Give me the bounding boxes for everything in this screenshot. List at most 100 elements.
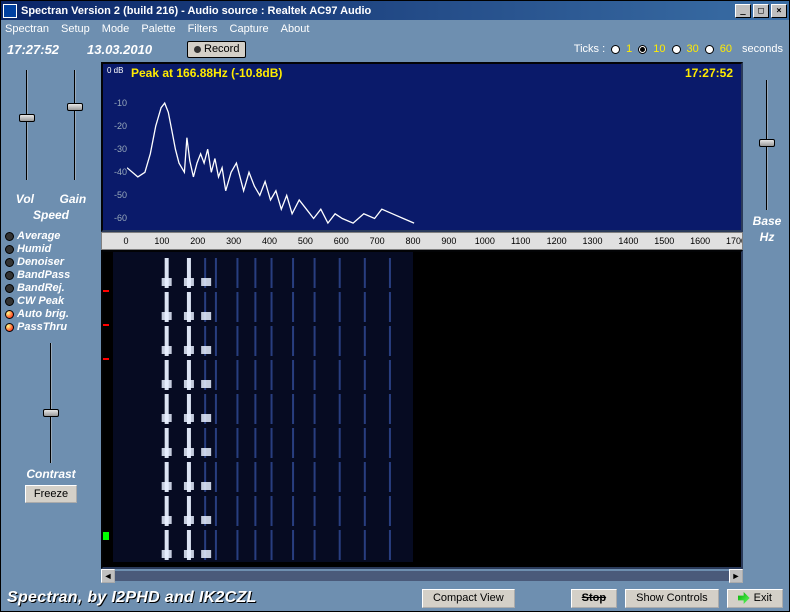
y-tick: -50 xyxy=(105,190,127,200)
menu-capture[interactable]: Capture xyxy=(230,23,269,35)
frequency-axis: 0100200300400500600700800900100011001200… xyxy=(101,232,743,250)
main-area: Vol Gain Speed AverageHumidDenoiserBandP… xyxy=(1,60,789,585)
tick-value: 30 xyxy=(687,43,699,55)
gain-label: Gain xyxy=(60,192,87,206)
option-led xyxy=(5,323,14,332)
titlebar: Spectran Version 2 (build 216) - Audio s… xyxy=(1,1,789,20)
option-label: PassThru xyxy=(17,321,67,333)
vol-slider[interactable] xyxy=(19,70,35,180)
tick-radio-1[interactable] xyxy=(611,45,620,54)
scroll-right-button[interactable]: ► xyxy=(729,569,743,583)
option-label: BandRej. xyxy=(17,282,65,294)
contrast-slider[interactable] xyxy=(43,343,59,463)
x-tick: 900 xyxy=(441,236,456,246)
gain-slider[interactable] xyxy=(67,70,83,180)
left-panel: Vol Gain Speed AverageHumidDenoiserBandP… xyxy=(1,60,101,585)
x-tick: 1200 xyxy=(547,236,567,246)
waterfall-time-tick xyxy=(103,290,109,292)
tick-radio-60[interactable] xyxy=(705,45,714,54)
peak-text: Peak at 166.88Hz (-10.8dB) xyxy=(131,66,282,80)
window-title: Spectran Version 2 (build 216) - Audio s… xyxy=(21,5,735,17)
hz-label: Hz xyxy=(760,230,775,244)
base-label: Base xyxy=(753,214,782,228)
option-label: Average xyxy=(17,230,60,242)
y-tick: -30 xyxy=(105,144,127,154)
x-tick: 700 xyxy=(370,236,385,246)
option-label: BandPass xyxy=(17,269,70,281)
scroll-left-button[interactable]: ◄ xyxy=(101,569,115,583)
option-led xyxy=(5,258,14,267)
menu-setup[interactable]: Setup xyxy=(61,23,90,35)
option-label: CW Peak xyxy=(17,295,64,307)
option-cwpeak[interactable]: CW Peak xyxy=(5,295,99,307)
close-button[interactable]: × xyxy=(771,4,787,18)
tick-radio-30[interactable] xyxy=(672,45,681,54)
ticks-group: Ticks : 1103060seconds xyxy=(574,43,783,55)
menu-about[interactable]: About xyxy=(281,23,310,35)
x-tick: 800 xyxy=(406,236,421,246)
show-controls-button[interactable]: Show Controls xyxy=(625,589,719,608)
x-tick: 1600 xyxy=(690,236,710,246)
clock-time: 17:27:52 xyxy=(7,42,87,57)
toolbar: 17:27:52 13.03.2010 Record Ticks : 1 10 30… xyxy=(1,38,789,60)
x-tick: 1000 xyxy=(475,236,495,246)
x-tick: 1100 xyxy=(511,236,530,246)
option-label: Denoiser xyxy=(17,256,64,268)
option-passthru[interactable]: PassThru xyxy=(5,321,99,333)
option-denoiser[interactable]: Denoiser xyxy=(5,256,99,268)
menu-mode[interactable]: Mode xyxy=(102,23,130,35)
option-led xyxy=(5,297,14,306)
waterfall-time-tick xyxy=(103,358,109,360)
exit-button[interactable]: Exit xyxy=(727,589,783,608)
x-tick: 0 xyxy=(123,236,128,246)
freeze-button[interactable]: Freeze xyxy=(25,485,77,503)
x-tick: 600 xyxy=(334,236,349,246)
option-autobrig[interactable]: Auto brig. xyxy=(5,308,99,320)
vol-label: Vol xyxy=(16,192,34,206)
app-icon xyxy=(3,4,17,18)
credit-text: Spectran, by I2PHD and IK2CZL xyxy=(7,589,257,607)
clock-date: 13.03.2010 xyxy=(87,42,187,57)
y-tick: -60 xyxy=(105,213,127,223)
menu-filters[interactable]: Filters xyxy=(188,23,218,35)
ticks-label: Ticks : xyxy=(574,43,605,55)
x-tick: 300 xyxy=(226,236,241,246)
x-tick: 1300 xyxy=(582,236,602,246)
option-label: Auto brig. xyxy=(17,308,69,320)
option-bandpass[interactable]: BandPass xyxy=(5,269,99,281)
option-average[interactable]: Average xyxy=(5,230,99,242)
base-slider[interactable] xyxy=(759,80,775,210)
exit-icon xyxy=(738,592,750,604)
maximize-button[interactable]: □ xyxy=(753,4,769,18)
option-bandrej[interactable]: BandRej. xyxy=(5,282,99,294)
x-tick: 100 xyxy=(154,236,169,246)
tick-value: 10 xyxy=(653,43,665,55)
option-led xyxy=(5,310,14,319)
record-label: Record xyxy=(204,43,239,55)
minimize-button[interactable]: _ xyxy=(735,4,751,18)
x-tick: 200 xyxy=(190,236,205,246)
exit-label: Exit xyxy=(754,592,772,604)
x-tick: 1700 xyxy=(726,236,743,246)
waterfall-display xyxy=(101,250,743,569)
option-humid[interactable]: Humid xyxy=(5,243,99,255)
compact-view-button[interactable]: Compact View xyxy=(422,589,515,608)
center-area: 0 dB Peak at 166.88Hz (-10.8dB) 17:27:52… xyxy=(101,60,745,585)
y-tick: -20 xyxy=(105,121,127,131)
contrast-label: Contrast xyxy=(26,467,75,481)
y-tick: -10 xyxy=(105,98,127,108)
option-led xyxy=(5,232,14,241)
tick-value: 1 xyxy=(626,43,632,55)
record-button[interactable]: Record xyxy=(187,41,246,58)
x-tick: 400 xyxy=(262,236,277,246)
menu-spectran[interactable]: Spectran xyxy=(5,23,49,35)
menu-palette[interactable]: Palette xyxy=(141,23,175,35)
bottom-bar: Spectran, by I2PHD and IK2CZL Compact Vi… xyxy=(1,585,789,611)
h-scrollbar[interactable]: ◄ ► xyxy=(101,569,743,583)
tick-radio-10[interactable] xyxy=(638,45,647,54)
stop-button[interactable]: Stop xyxy=(571,589,617,608)
options-list: AverageHumidDenoiserBandPassBandRej.CW P… xyxy=(3,230,99,333)
record-icon xyxy=(194,46,201,53)
tick-value: 60 xyxy=(720,43,732,55)
app-window: Spectran Version 2 (build 216) - Audio s… xyxy=(0,0,790,612)
